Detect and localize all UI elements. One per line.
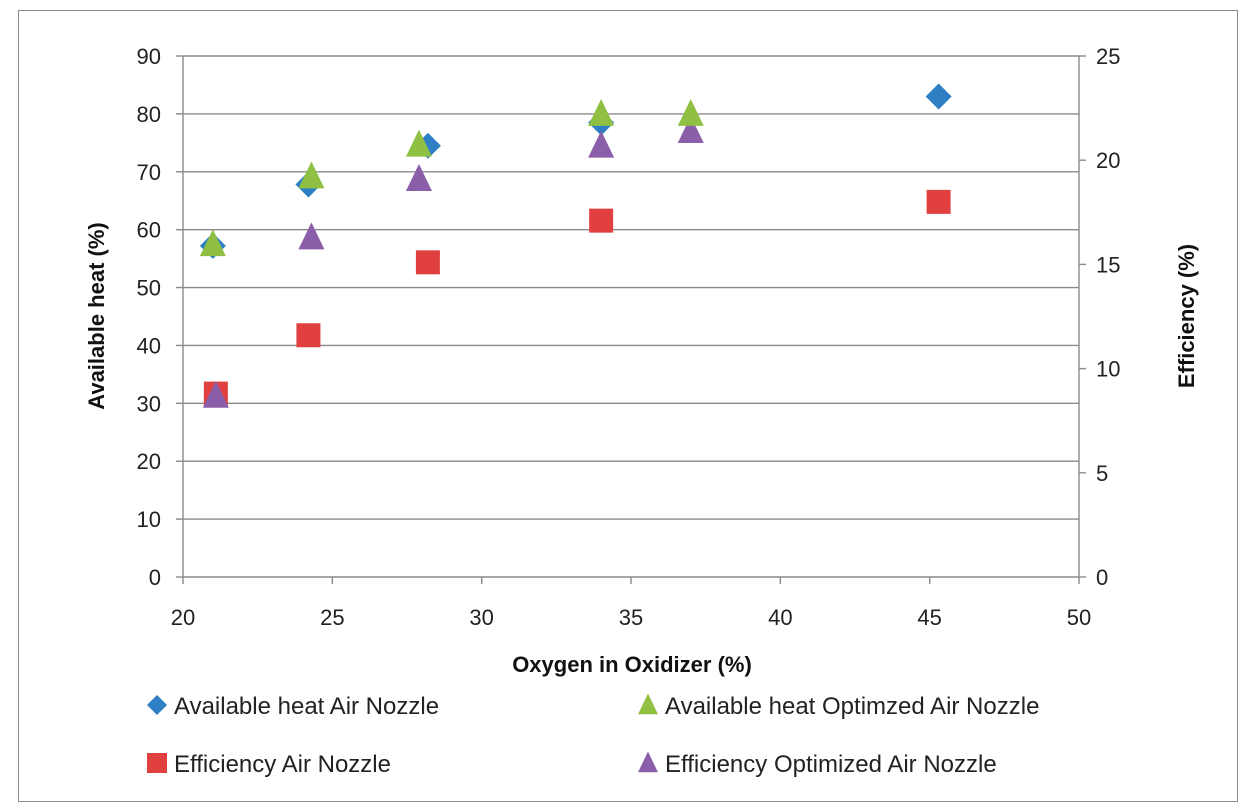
y-tick-label: 70 xyxy=(137,160,161,185)
data-point-series-3 xyxy=(677,116,704,144)
data-point-series-1 xyxy=(405,129,432,157)
y-tick-label: 50 xyxy=(137,276,161,301)
y2-tick-label: 0 xyxy=(1096,565,1108,590)
x-tick-label: 25 xyxy=(320,605,344,630)
legend-label-3: Efficiency Optimized Air Nozzle xyxy=(665,751,997,778)
y2-tick-label: 5 xyxy=(1096,461,1108,486)
legend: Available heat Air Nozzle Available heat … xyxy=(147,693,1039,778)
legend-marker-3 xyxy=(638,751,658,773)
legend-label-0: Available heat Air Nozzle xyxy=(174,693,439,720)
data-point-series-3 xyxy=(405,164,432,191)
data-point-series-1 xyxy=(298,161,325,189)
y-tick-label: 40 xyxy=(137,333,161,358)
data-point-series-2 xyxy=(415,250,440,275)
gridlines xyxy=(183,55,1079,520)
legend-label-1: Available heat Optimzed Air Nozzle xyxy=(665,693,1039,720)
y2-axis-title: Efficiency (%) xyxy=(1174,244,1199,388)
data-point-series-2 xyxy=(296,323,321,348)
legend-marker-0 xyxy=(147,695,167,715)
data-point-series-3 xyxy=(588,130,615,158)
legend-marker-2 xyxy=(147,753,167,773)
data-points xyxy=(199,83,952,408)
axes xyxy=(176,55,1086,584)
x-tick-label: 30 xyxy=(469,605,493,630)
y-axis-title: Available heat (%) xyxy=(84,222,109,409)
y2-tick-label: 15 xyxy=(1096,252,1120,277)
y-tick-label: 10 xyxy=(137,507,161,532)
y2-tick-label: 25 xyxy=(1096,44,1120,69)
tick-labels: 0 10 20 30 40 50 60 70 80 90 0 5 10 15 20 25 20 25 30 35 40 4… xyxy=(137,44,1121,630)
data-point-series-3 xyxy=(298,222,325,250)
y-tick-label: 20 xyxy=(137,449,161,474)
x-tick-label: 20 xyxy=(171,605,195,630)
x-tick-label: 50 xyxy=(1067,605,1091,630)
data-point-series-0 xyxy=(925,83,952,110)
y2-tick-label: 20 xyxy=(1096,148,1120,173)
legend-label-2: Efficiency Air Nozzle xyxy=(174,751,391,778)
x-tick-label: 40 xyxy=(768,605,792,630)
legend-marker-1 xyxy=(638,693,658,715)
x-tick-label: 35 xyxy=(619,605,643,630)
y-tick-label: 60 xyxy=(137,218,161,243)
data-point-series-1 xyxy=(588,98,615,126)
data-point-series-1 xyxy=(677,98,704,126)
data-point-series-3 xyxy=(202,380,229,408)
y-tick-label: 0 xyxy=(149,565,161,590)
y-tick-label: 90 xyxy=(137,44,161,69)
data-point-series-2 xyxy=(926,189,951,214)
data-point-series-1 xyxy=(199,229,226,257)
x-axis-title: Oxygen in Oxidizer (%) xyxy=(512,652,752,677)
y-tick-label: 30 xyxy=(137,391,161,416)
y2-tick-label: 10 xyxy=(1096,357,1120,382)
y-tick-label: 80 xyxy=(137,102,161,127)
x-tick-label: 45 xyxy=(917,605,941,630)
data-point-series-2 xyxy=(589,208,614,233)
